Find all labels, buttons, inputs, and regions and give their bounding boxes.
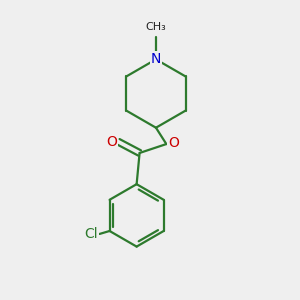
Text: Cl: Cl (84, 227, 98, 241)
Text: CH₃: CH₃ (146, 22, 166, 32)
Text: N: N (151, 52, 161, 66)
Text: O: O (106, 135, 117, 149)
Text: O: O (168, 136, 179, 150)
